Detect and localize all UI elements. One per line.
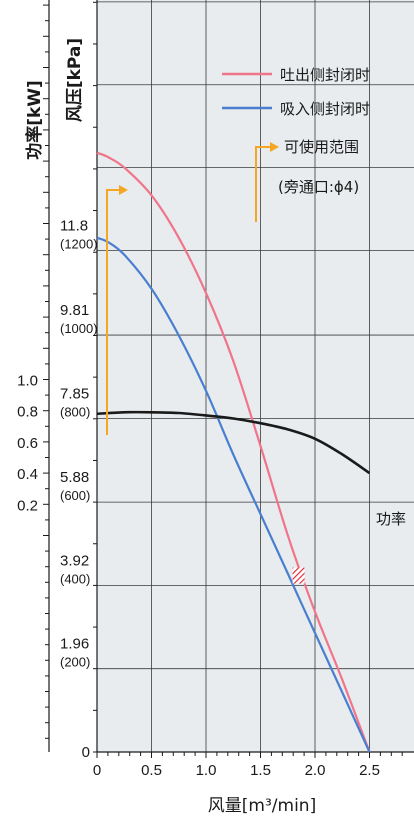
- x-label-1: 0.5: [141, 762, 162, 779]
- pressure-label-5: 9.81: [60, 302, 89, 319]
- pressure-label-4: 7.85: [60, 385, 89, 402]
- usable-range-indicator: [106, 185, 128, 435]
- x-label-5: 2.5: [359, 762, 380, 779]
- series-power: [96, 410, 371, 475]
- series-discharge-closed: [96, 151, 371, 753]
- legend-label-suction: 吸入侧封闭时: [280, 100, 370, 118]
- pressure-label-3: 5.88: [60, 469, 89, 486]
- power-tick-labels: 1.0 0.8 0.6 0.4 0.2: [17, 373, 38, 515]
- plot-area: [97, 0, 414, 752]
- x-label-2: 1.0: [196, 762, 217, 779]
- legend-range-arrowhead: [270, 142, 279, 152]
- legend-label-bypass: (旁通口:ϕ4): [278, 178, 359, 196]
- pressure-sublabel-3: (600): [60, 488, 90, 503]
- range-bracket: [106, 189, 120, 435]
- pressure-sublabel-2: (400): [60, 571, 90, 586]
- pressure-sublabel-4: (800): [60, 404, 90, 419]
- legend-label-discharge: 吐出侧封闭时: [280, 66, 370, 84]
- legend: 吐出侧封闭时 吸入侧封闭时 可使用范围 (旁通口:ϕ4): [222, 66, 370, 222]
- pressure-sublabel-6: (1200): [60, 237, 98, 252]
- pressure-label-6: 11.8: [60, 218, 88, 235]
- x-axis-title: 风量[m³/min]: [208, 796, 316, 816]
- power-axis-title: 功率[kW]: [24, 80, 45, 160]
- power-label-4: 0.2: [17, 497, 38, 514]
- power-label-0: 1.0: [17, 373, 38, 390]
- hatch-marker: [292, 567, 305, 584]
- series-suction-closed: [96, 236, 371, 753]
- power-label-3: 0.4: [17, 466, 38, 483]
- pressure-sublabel-5: (1000): [60, 321, 98, 336]
- x-label-3: 1.5: [250, 762, 271, 779]
- power-label-2: 0.6: [17, 435, 38, 452]
- pressure-axis-title: 风压[kPa]: [65, 38, 85, 122]
- x-tick-labels: 0 0.5 1.0 1.5 2.0 2.5: [93, 762, 380, 779]
- pressure-label-1: 1.96: [60, 636, 89, 653]
- pressure-sublabel-1: (200): [60, 655, 90, 670]
- power-series-label: 功率: [376, 510, 406, 528]
- grid-lines: [97, 0, 414, 752]
- power-label-1: 0.8: [17, 404, 38, 421]
- x-label-4: 2.0: [305, 762, 326, 779]
- pressure-label-2: 3.92: [60, 552, 89, 569]
- legend-range-arrow: [255, 146, 272, 222]
- range-bracket-arrowhead: [119, 185, 128, 195]
- pressure-label-0: 0: [82, 744, 90, 761]
- pressure-tick-labels: 0 1.96 (200) 3.92 (400) 5.88 (600) 7.85 (800) 9.8…: [60, 218, 98, 762]
- axes: [43, 0, 414, 758]
- legend-label-range: 可使用范围: [284, 138, 359, 156]
- series-lines: [96, 151, 371, 753]
- x-label-0: 0: [93, 762, 101, 779]
